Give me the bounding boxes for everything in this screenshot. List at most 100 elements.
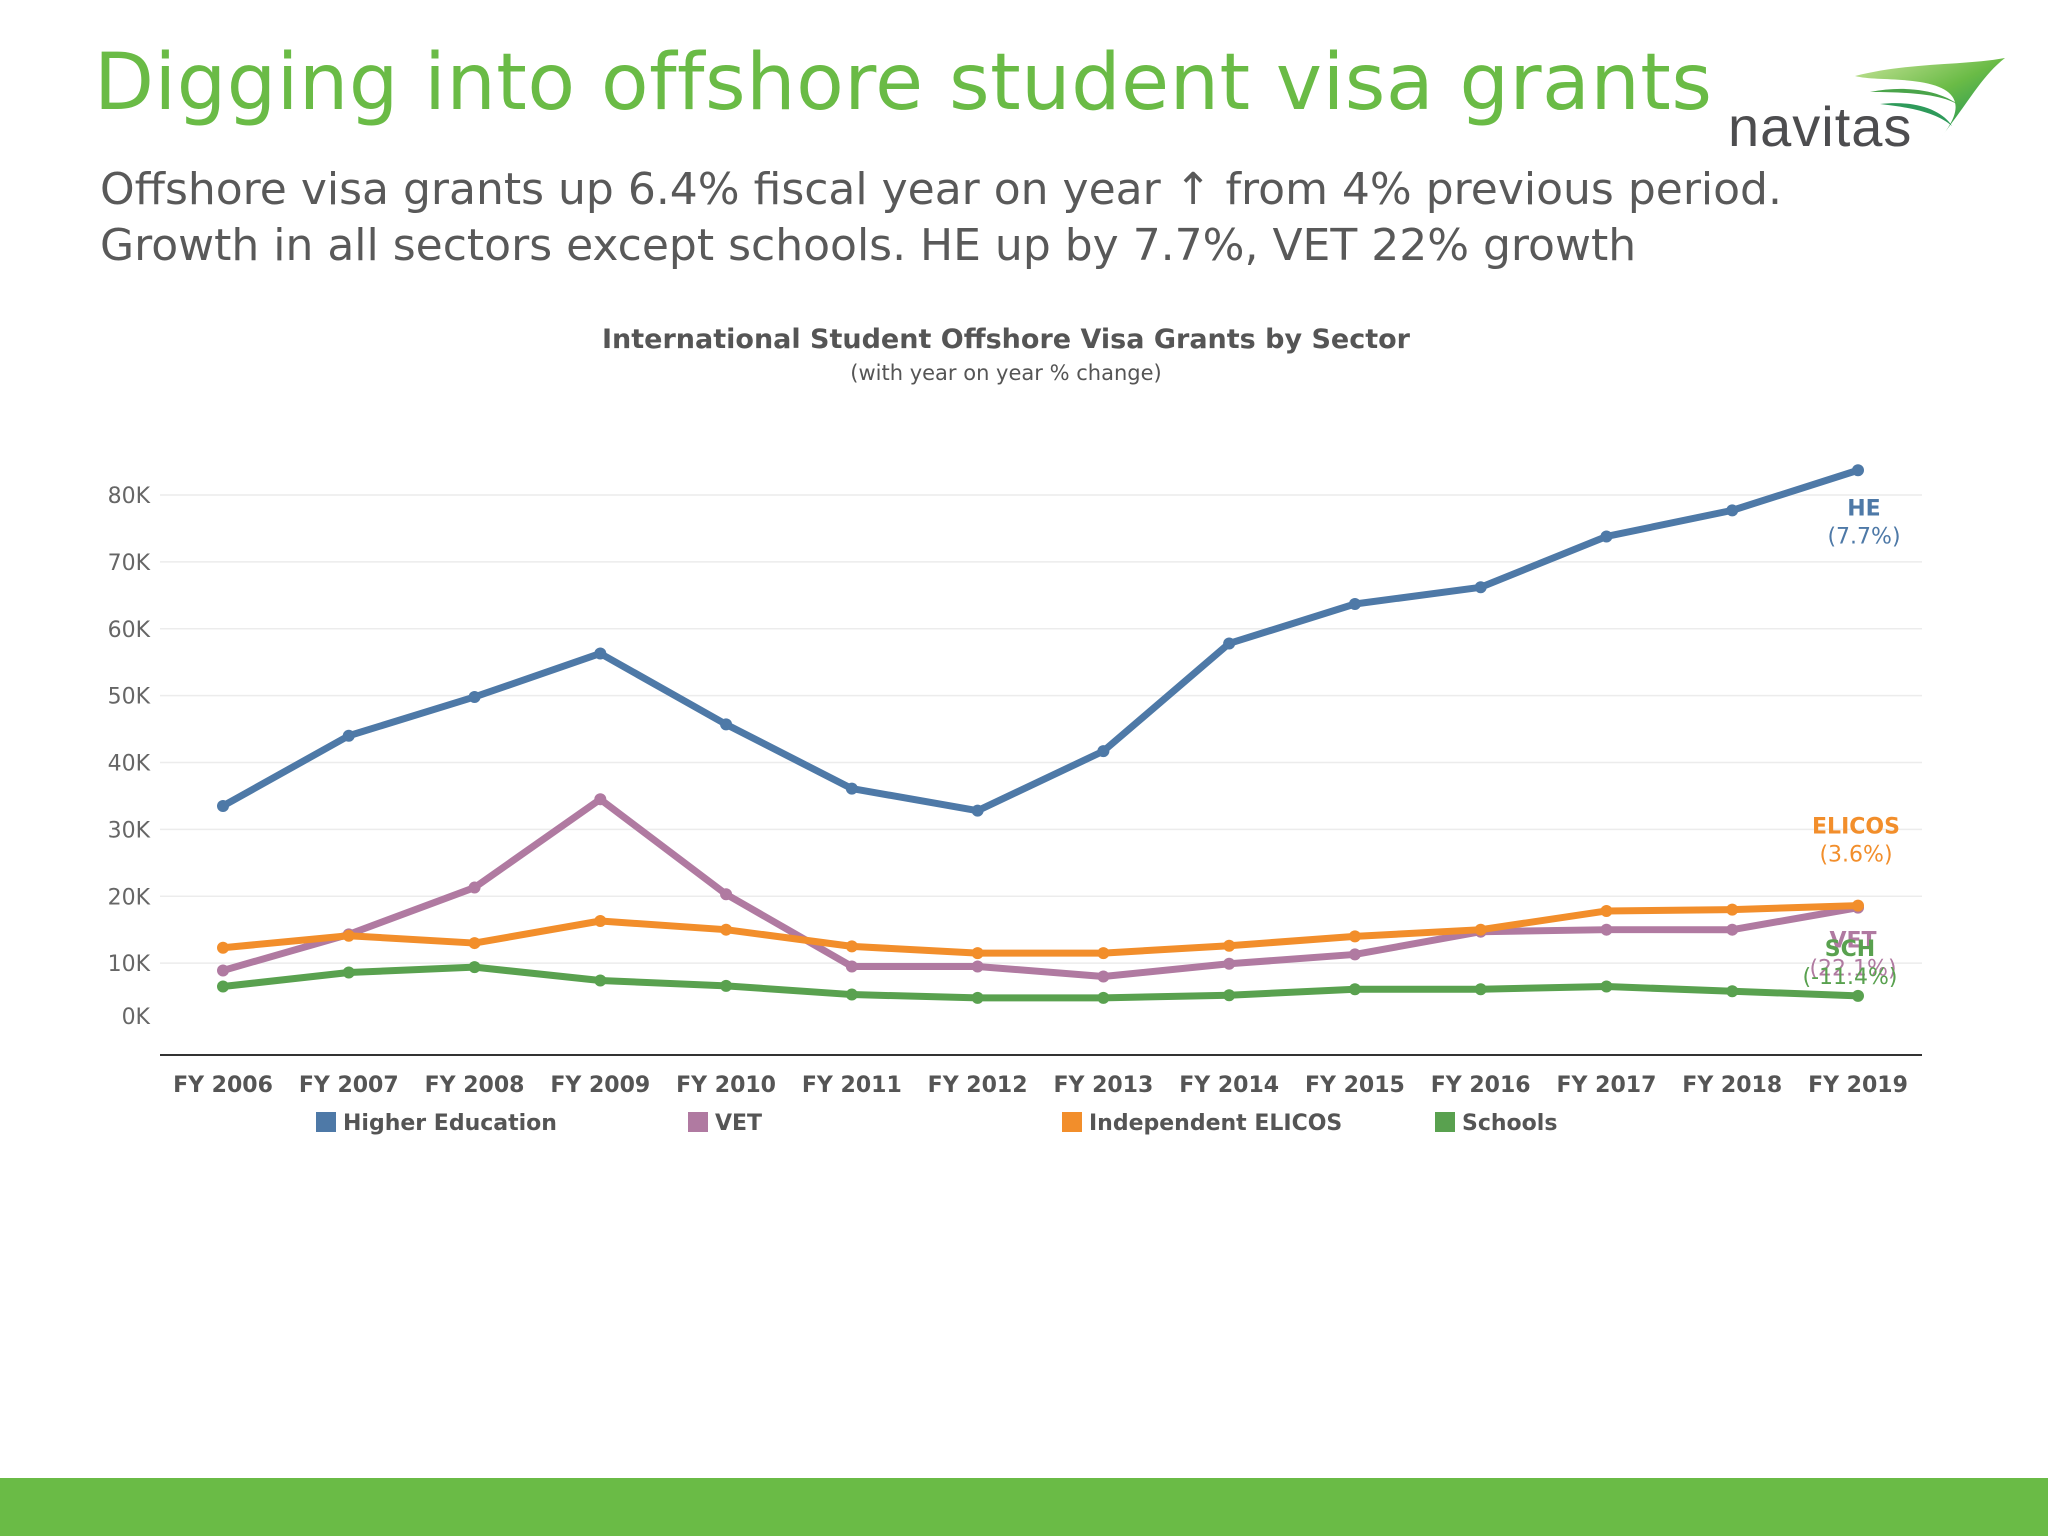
legend-swatch <box>688 1112 708 1132</box>
data-point-vet <box>1726 923 1739 936</box>
chart-subtitle: (with year on year % change) <box>850 361 1161 385</box>
data-point-vet <box>1097 970 1110 983</box>
data-point-elicos <box>594 914 607 927</box>
data-point-vet <box>468 881 481 894</box>
x-tick-label: FY 2011 <box>802 1073 902 1098</box>
series-line-elicos <box>219 902 1862 957</box>
x-tick-label: FY 2012 <box>928 1073 1028 1098</box>
data-point-sch <box>594 974 607 987</box>
slide-subtitle: Offshore visa grants up 6.4% fiscal year… <box>100 162 1980 274</box>
data-point-vet <box>845 960 858 973</box>
data-point-sch <box>971 991 984 1004</box>
series-line-vet <box>219 795 1862 980</box>
data-point-elicos <box>1726 903 1739 916</box>
y-tick-label: 70K <box>108 551 151 576</box>
data-point-vet <box>1223 957 1236 970</box>
x-tick-label: FY 2010 <box>676 1073 776 1098</box>
data-point-vet <box>720 888 733 901</box>
y-tick-label: 30K <box>108 818 151 843</box>
data-point-elicos <box>342 929 355 942</box>
data-point-sch <box>342 966 355 979</box>
x-tick-label: FY 2014 <box>1179 1073 1279 1098</box>
data-point-sch <box>845 988 858 1001</box>
navitas-logo: navitas <box>1720 52 2020 162</box>
data-point-he <box>971 804 984 817</box>
y-tick-label: 10K <box>108 952 151 977</box>
data-point-sch <box>1223 989 1236 1002</box>
series-end-change: (-11.4%) <box>1803 965 1898 990</box>
data-point-elicos <box>1348 930 1361 943</box>
x-tick-label: FY 2007 <box>299 1073 399 1098</box>
data-point-he <box>720 718 733 731</box>
data-point-sch <box>1600 980 1613 993</box>
data-point-he <box>1223 637 1236 650</box>
data-point-he <box>217 799 229 812</box>
data-point-elicos <box>1097 947 1110 960</box>
subtitle-line-2: Growth in all sectors except schools. HE… <box>100 220 1637 271</box>
chart-title: International Student Offshore Visa Gran… <box>602 324 1411 355</box>
data-point-elicos <box>971 947 984 960</box>
y-tick-label: 60K <box>108 618 151 643</box>
x-tick-label: FY 2016 <box>1431 1073 1531 1098</box>
series-end-label: SCH <box>1825 937 1875 962</box>
data-point-vet <box>971 960 984 973</box>
data-point-sch <box>1852 989 1864 1002</box>
slide-title: Digging into offshore student visa grant… <box>94 38 1713 128</box>
logo-swoosh-icon <box>1855 58 2005 136</box>
end-labels: HE (7.7%) VET (22.1%) ELICOS (3.6%) SCH (-11.4%… <box>1803 496 1901 990</box>
series-end-change: (7.7%) <box>1827 524 1900 549</box>
x-tick-label: FY 2015 <box>1305 1073 1405 1098</box>
x-tick-label: FY 2008 <box>425 1073 525 1098</box>
legend-label: Schools <box>1462 1111 1557 1136</box>
data-point-sch <box>217 980 229 993</box>
data-point-he <box>1474 581 1487 594</box>
data-point-he <box>1348 598 1361 611</box>
series-end-change: (22.1%) <box>1809 957 1896 982</box>
y-tick-label: 0K <box>122 1005 151 1030</box>
data-point-sch <box>1348 983 1361 996</box>
data-point-he <box>342 729 355 742</box>
x-tick-label: FY 2017 <box>1557 1073 1657 1098</box>
x-tick-label: FY 2006 <box>173 1073 273 1098</box>
data-point-elicos <box>720 923 733 936</box>
data-point-sch <box>468 961 481 974</box>
data-point-vet <box>594 793 607 806</box>
legend-swatch <box>316 1112 336 1132</box>
data-point-elicos <box>1852 899 1864 912</box>
series-lines <box>217 464 1864 1004</box>
logo-wordmark: navitas <box>1728 95 1913 158</box>
gridlines <box>160 494 1922 964</box>
x-tick-label: FY 2018 <box>1682 1073 1782 1098</box>
series-end-change: (3.6%) <box>1819 843 1892 868</box>
data-point-he <box>468 690 481 703</box>
data-point-sch <box>1097 991 1110 1004</box>
x-tick-label: FY 2009 <box>550 1073 650 1098</box>
legend-label: Higher Education <box>343 1111 557 1136</box>
data-point-vet <box>1600 923 1613 936</box>
legend-swatch <box>1435 1112 1455 1132</box>
series-end-label: ELICOS <box>1812 815 1900 840</box>
x-tick-label: FY 2019 <box>1808 1073 1908 1098</box>
data-point-sch <box>1474 983 1487 996</box>
legend-label: VET <box>715 1111 762 1136</box>
y-tick-label: 20K <box>108 885 151 910</box>
y-tick-label: 80K <box>108 484 151 509</box>
data-point-he <box>594 647 607 660</box>
series-line-he <box>219 466 1862 815</box>
series-end-label: VET <box>1829 929 1876 954</box>
series-end-label: HE <box>1847 496 1880 521</box>
data-point-sch <box>1726 985 1739 998</box>
legend-swatch <box>1062 1112 1082 1132</box>
legend-label: Independent ELICOS <box>1089 1111 1342 1136</box>
axes: 0K 10K 20K 30K 40K 50K 60K 70K 80K FY 2006 FY 2007… <box>108 484 1922 1098</box>
subtitle-line-1: Offshore visa grants up 6.4% fiscal year… <box>100 164 1782 215</box>
data-point-he <box>1726 504 1739 517</box>
data-point-elicos <box>1600 904 1613 917</box>
data-point-elicos <box>1223 939 1236 952</box>
data-point-elicos <box>845 940 858 953</box>
data-point-vet <box>217 964 229 977</box>
series-line-sch <box>219 963 1862 1002</box>
data-point-he <box>1852 464 1864 477</box>
x-tick-label: FY 2013 <box>1053 1073 1153 1098</box>
data-point-he <box>1097 745 1110 758</box>
